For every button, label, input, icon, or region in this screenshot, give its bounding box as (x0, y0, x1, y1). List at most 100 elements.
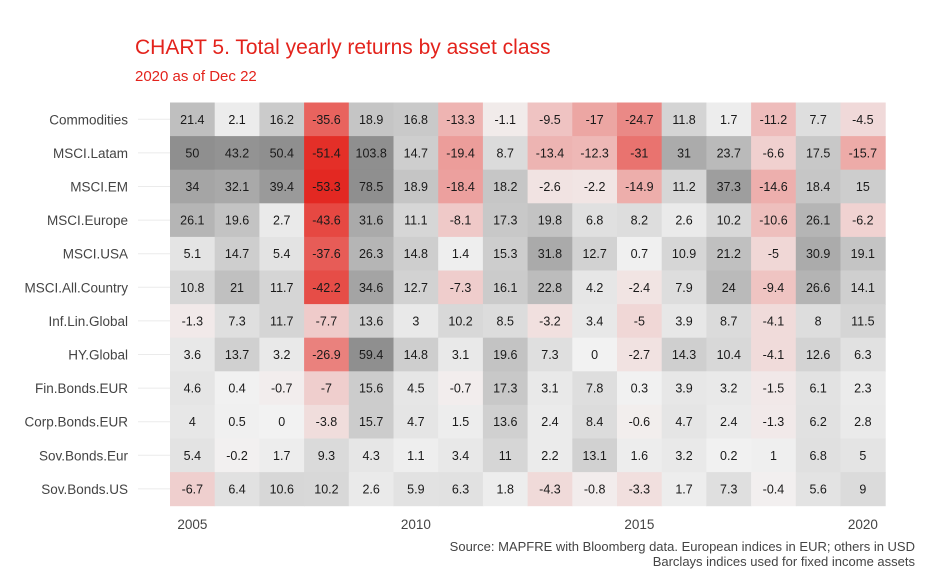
cell-value: 2.7 (273, 214, 290, 228)
cell-value: 0.2 (720, 449, 737, 463)
heatmap-cell (706, 472, 752, 507)
heatmap-cell (438, 270, 484, 305)
heatmap-cell (214, 236, 260, 271)
heatmap-cell (304, 102, 350, 137)
chart-subtitle: 2020 as of Dec 22 (135, 68, 257, 85)
heatmap-cell (348, 102, 394, 137)
x-tick-label: 2005 (177, 517, 207, 532)
heatmap-cell (348, 337, 394, 372)
cell-value: 5.9 (407, 482, 424, 496)
heatmap-cell (617, 404, 663, 439)
cell-value: 6.3 (452, 482, 469, 496)
cell-value: 5.6 (809, 482, 826, 496)
heatmap-cell (840, 472, 886, 507)
cell-value: 3.9 (675, 382, 692, 396)
cell-value: 26.1 (806, 214, 830, 228)
cell-value: -1.1 (494, 113, 516, 127)
heatmap-cell (214, 304, 260, 339)
heatmap-cell (617, 472, 663, 507)
heatmap-cells: 21.4 2.1 16.2 -35.6 18.9 16.8 -13.3 -1.1 -9.5 -17… (170, 102, 886, 507)
cell-value: 11.7 (270, 314, 293, 328)
cell-value: 11.5 (851, 314, 874, 328)
cell-value: 43.2 (225, 146, 249, 160)
cell-value: 1.6 (631, 449, 648, 463)
heatmap-cell (170, 404, 216, 439)
cell-value: -0.8 (584, 482, 606, 496)
heatmap-cell (527, 270, 573, 305)
heatmap-cell (482, 169, 529, 204)
cell-value: 0.5 (228, 415, 245, 429)
heatmap-cell (661, 270, 707, 305)
cell-value: 4.2 (586, 281, 603, 295)
cell-value: -2.7 (629, 348, 651, 362)
cell-value: 3.4 (452, 449, 469, 463)
heatmap-cell (795, 203, 841, 238)
cell-value: 34 (185, 180, 199, 194)
cell-value: 30.9 (806, 247, 830, 261)
heatmap-cell (393, 472, 439, 507)
cell-value: 17.5 (806, 146, 830, 160)
row-label: Commodities (49, 112, 128, 127)
cell-value: 50.4 (270, 146, 294, 160)
cell-value: 2.4 (541, 415, 558, 429)
cell-value: -17 (586, 113, 604, 127)
cell-value: 11.2 (672, 180, 695, 194)
cell-value: 7.3 (720, 482, 737, 496)
cell-value: 1.7 (675, 482, 692, 496)
heatmap-cell (795, 337, 841, 372)
cell-value: 7.3 (228, 314, 245, 328)
cell-value: 1.5 (452, 415, 469, 429)
heatmap-cell (348, 270, 394, 305)
row-label: MSCI.All.Country (24, 280, 128, 295)
heatmap-cell (751, 136, 797, 171)
heatmap-cell (661, 203, 707, 238)
cell-value: 1.7 (273, 449, 290, 463)
cell-value: 19.6 (493, 348, 517, 362)
cell-value: -0.2 (226, 449, 248, 463)
heatmap-cell (438, 236, 484, 271)
cell-value: -0.7 (271, 382, 293, 396)
cell-value: 13.1 (582, 449, 606, 463)
heatmap-cell (259, 371, 305, 406)
heatmap-cell (214, 270, 260, 305)
heatmap-cell (572, 102, 618, 137)
cell-value: 5.1 (184, 247, 201, 261)
heatmap-cell (170, 102, 216, 137)
cell-value: 16.8 (404, 113, 428, 127)
cell-value: 1.1 (407, 449, 424, 463)
cell-value: 5.4 (273, 247, 290, 261)
heatmap-cell (840, 236, 886, 271)
heatmap-cell (751, 102, 797, 137)
cell-value: 12.7 (582, 247, 606, 261)
cell-value: 3.6 (184, 348, 201, 362)
heatmap-cell (661, 337, 707, 372)
heatmap-cell (304, 371, 350, 406)
cell-value: 11 (499, 449, 512, 463)
heatmap-cell (482, 136, 529, 171)
heatmap-cell (348, 136, 394, 171)
heatmap-cell (482, 337, 529, 372)
heatmap-cell (706, 203, 752, 238)
heatmap-cell (617, 438, 663, 473)
heatmap-cell (170, 371, 216, 406)
cell-value: 3.9 (675, 314, 692, 328)
cell-value: -24.7 (625, 113, 654, 127)
cell-value: 1.8 (497, 482, 514, 496)
cell-value: -18.4 (446, 180, 475, 194)
heatmap-cell (527, 337, 573, 372)
heatmap-cell (751, 236, 797, 271)
heatmap-cell (482, 270, 529, 305)
cell-value: 15 (856, 180, 870, 194)
heatmap-cell (795, 169, 841, 204)
heatmap-cell (795, 472, 841, 507)
cell-value: 14.3 (672, 348, 696, 362)
heatmap-cell (527, 102, 573, 137)
cell-value: 5 (859, 449, 866, 463)
heatmap-cell (393, 304, 439, 339)
heatmap-cell (527, 203, 573, 238)
cell-value: -1.3 (763, 415, 785, 429)
heatmap-cell (393, 337, 439, 372)
heatmap-cell (840, 304, 886, 339)
heatmap-cell (259, 472, 305, 507)
cell-value: 24 (722, 281, 736, 295)
